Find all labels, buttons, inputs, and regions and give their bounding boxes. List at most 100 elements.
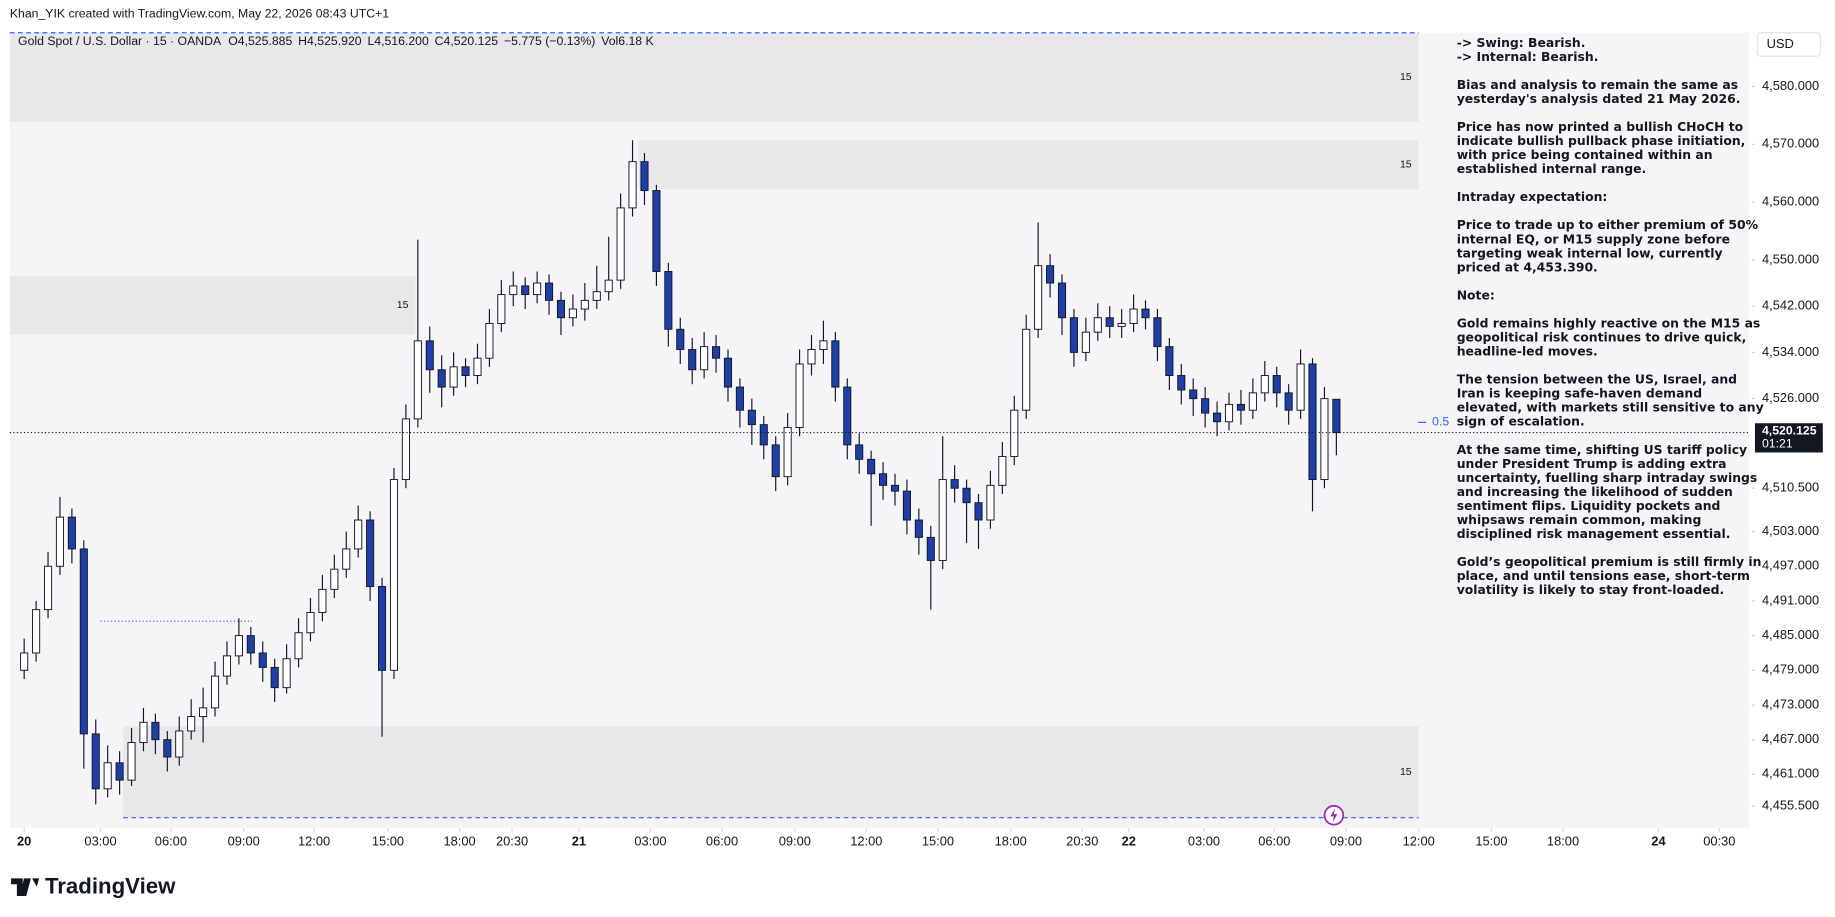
note-line: priced at 4,453.390. [1457, 259, 1598, 274]
note-line: headline-led moves. [1457, 344, 1598, 359]
x-tick-label: 20:30 [1066, 834, 1098, 849]
candle-body [974, 502, 983, 521]
note-line: uncertainty, fuelling sharp intraday swi… [1457, 470, 1758, 485]
credit: Khan_YIK created with TradingView.com, M… [10, 6, 389, 20]
candle-body [139, 721, 148, 744]
y-tick-label: 4,485.000 [1762, 627, 1819, 642]
candle-body [210, 675, 220, 709]
candle-body [1105, 317, 1114, 327]
note-line: sign of escalation. [1457, 414, 1585, 429]
x-tick-label: 09:00 [779, 834, 811, 849]
last-price-box [1754, 423, 1823, 453]
legend-open: O4,525.885 [228, 34, 292, 48]
note-line: -> Swing: Bearish. [1457, 35, 1586, 50]
candle-body [318, 588, 327, 613]
candle-body [461, 366, 470, 376]
x-tick-label: 24 [1651, 834, 1666, 849]
candle-body [55, 516, 65, 567]
candle-body [1093, 317, 1102, 333]
candle-body [604, 279, 613, 293]
candle-body [1141, 308, 1150, 319]
candle-body [950, 479, 959, 489]
supply-demand-zone [638, 140, 1419, 190]
candle-body [879, 473, 888, 486]
candle-body [234, 635, 243, 657]
candle-body [747, 409, 756, 426]
candle-body [377, 586, 387, 671]
candle-body [127, 742, 136, 781]
candle-body [676, 328, 685, 350]
candle-body [175, 730, 184, 758]
last-price-label: 4,520.125 [1762, 424, 1817, 438]
candle-body [282, 658, 291, 689]
y-tick-label: 4,526.000 [1762, 390, 1819, 405]
supply-demand-zone [123, 726, 1419, 818]
supply-demand-zone [9, 276, 416, 335]
candle-body [783, 427, 792, 478]
x-tick-label: 15:00 [1475, 834, 1507, 849]
x-tick-label: 12:00 [1403, 834, 1435, 849]
note-line: under President Trump is adding extra [1457, 456, 1727, 471]
candle-body [1057, 282, 1067, 319]
candle-body [425, 340, 434, 371]
candle-body [342, 548, 351, 570]
note-line: At the same time, shifting US tariff pol… [1457, 442, 1747, 457]
candle-body [151, 721, 160, 741]
candle-body [938, 479, 947, 561]
note-line: internal EQ, or M15 supply zone before [1457, 231, 1730, 246]
x-tick-label: 03:00 [1188, 834, 1220, 849]
x-tick-label: 06:00 [706, 834, 738, 849]
x-tick-label: 18:00 [995, 834, 1027, 849]
x-tick-label: 18:00 [1547, 834, 1579, 849]
candle-body [1213, 412, 1222, 423]
candle-body [771, 444, 780, 478]
candle-body [1153, 317, 1162, 348]
x-tick-label: 06:00 [155, 834, 187, 849]
x-tick-label: 00:30 [1703, 834, 1735, 849]
candle-body [509, 285, 518, 296]
currency[interactable]: USD [1767, 36, 1794, 51]
candle-body [831, 340, 840, 388]
candle-body [1260, 375, 1269, 394]
candle-body [890, 484, 900, 492]
candle-body [545, 282, 554, 301]
y-tick-label: 4,580.000 [1762, 78, 1819, 93]
candle-body [700, 346, 709, 371]
candle-body [389, 479, 399, 671]
candle-body [640, 161, 649, 192]
candle-body [652, 190, 661, 272]
candle-body [20, 652, 29, 671]
candle-body [1177, 375, 1186, 391]
candle-body [914, 519, 923, 538]
zones: 15 15 15 15 [9, 32, 1419, 819]
candle-body [270, 666, 279, 689]
candle-body [32, 609, 41, 654]
candle-body [1129, 308, 1138, 324]
candle-body [1332, 398, 1341, 434]
candle-body [616, 207, 625, 281]
candle-body [1069, 317, 1078, 353]
x-tick-label: 21 [572, 834, 586, 849]
candle-body [998, 455, 1007, 486]
candle-body [902, 490, 911, 521]
countdown: 01:21 [1762, 437, 1793, 451]
x-tick-label: 18:00 [443, 834, 475, 849]
x-tick-label: 15:00 [372, 834, 404, 849]
legend-volume: Vol6.18 K [601, 34, 654, 48]
note-line: with price being contained within an [1457, 147, 1713, 162]
candle-body [819, 340, 828, 350]
note-line: sentiment flips. Liquidity pockets and [1457, 498, 1721, 513]
note-line: -> Internal: Bearish. [1457, 49, 1599, 64]
candle-body [1046, 265, 1055, 284]
currency-box[interactable] [1756, 32, 1822, 57]
x-tick-label: 03:00 [84, 834, 116, 849]
candle-body [222, 655, 232, 677]
note-line: Intraday expectation: [1457, 189, 1608, 204]
candle-body [735, 386, 744, 411]
note-line: Iran is keeping safe-haven demand [1457, 386, 1702, 401]
candle-body [401, 418, 410, 481]
candle-body [1224, 403, 1234, 423]
candle-body [1189, 389, 1198, 400]
y-tick-label: 4,570.000 [1762, 136, 1819, 151]
